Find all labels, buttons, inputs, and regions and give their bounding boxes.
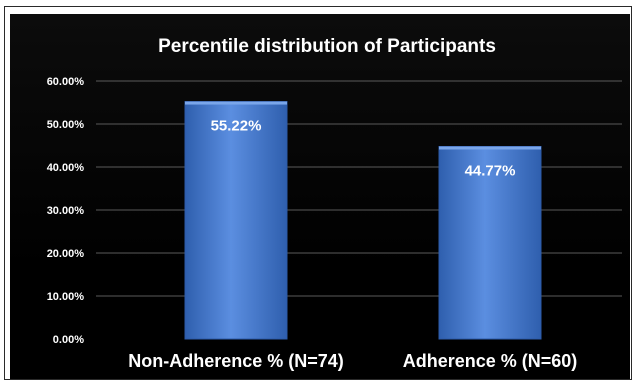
y-tick-label: 50.00% — [47, 119, 85, 131]
category-label: Adherence % (N=60) — [403, 351, 578, 371]
y-tick-label: 10.00% — [47, 291, 85, 303]
category-label: Non-Adherence % (N=74) — [128, 351, 344, 371]
data-label: 55.22% — [211, 118, 262, 135]
data-labels: 55.22% 44.77% — [211, 118, 516, 180]
y-tick-label: 20.00% — [47, 248, 85, 260]
y-tick-label: 40.00% — [47, 162, 85, 174]
bar-top-highlight — [439, 146, 541, 150]
y-tick-label: 30.00% — [47, 205, 85, 217]
y-tick-label: 60.00% — [47, 76, 85, 88]
bars — [184, 101, 542, 340]
bar-top-highlight — [185, 101, 287, 105]
chart-title: Percentile distribution of Participants — [158, 36, 496, 57]
category-labels: Non-Adherence % (N=74) Adherence % (N=60) — [128, 351, 577, 371]
data-label: 44.77% — [465, 162, 516, 179]
bar — [184, 101, 288, 340]
grid-lines — [96, 80, 622, 297]
bar — [438, 145, 542, 340]
y-tick-label: 0.00% — [53, 334, 84, 346]
y-axis-ticks: 0.00% 10.00% 20.00% 30.00% 40.00% 50.00% 60.00… — [47, 76, 85, 346]
